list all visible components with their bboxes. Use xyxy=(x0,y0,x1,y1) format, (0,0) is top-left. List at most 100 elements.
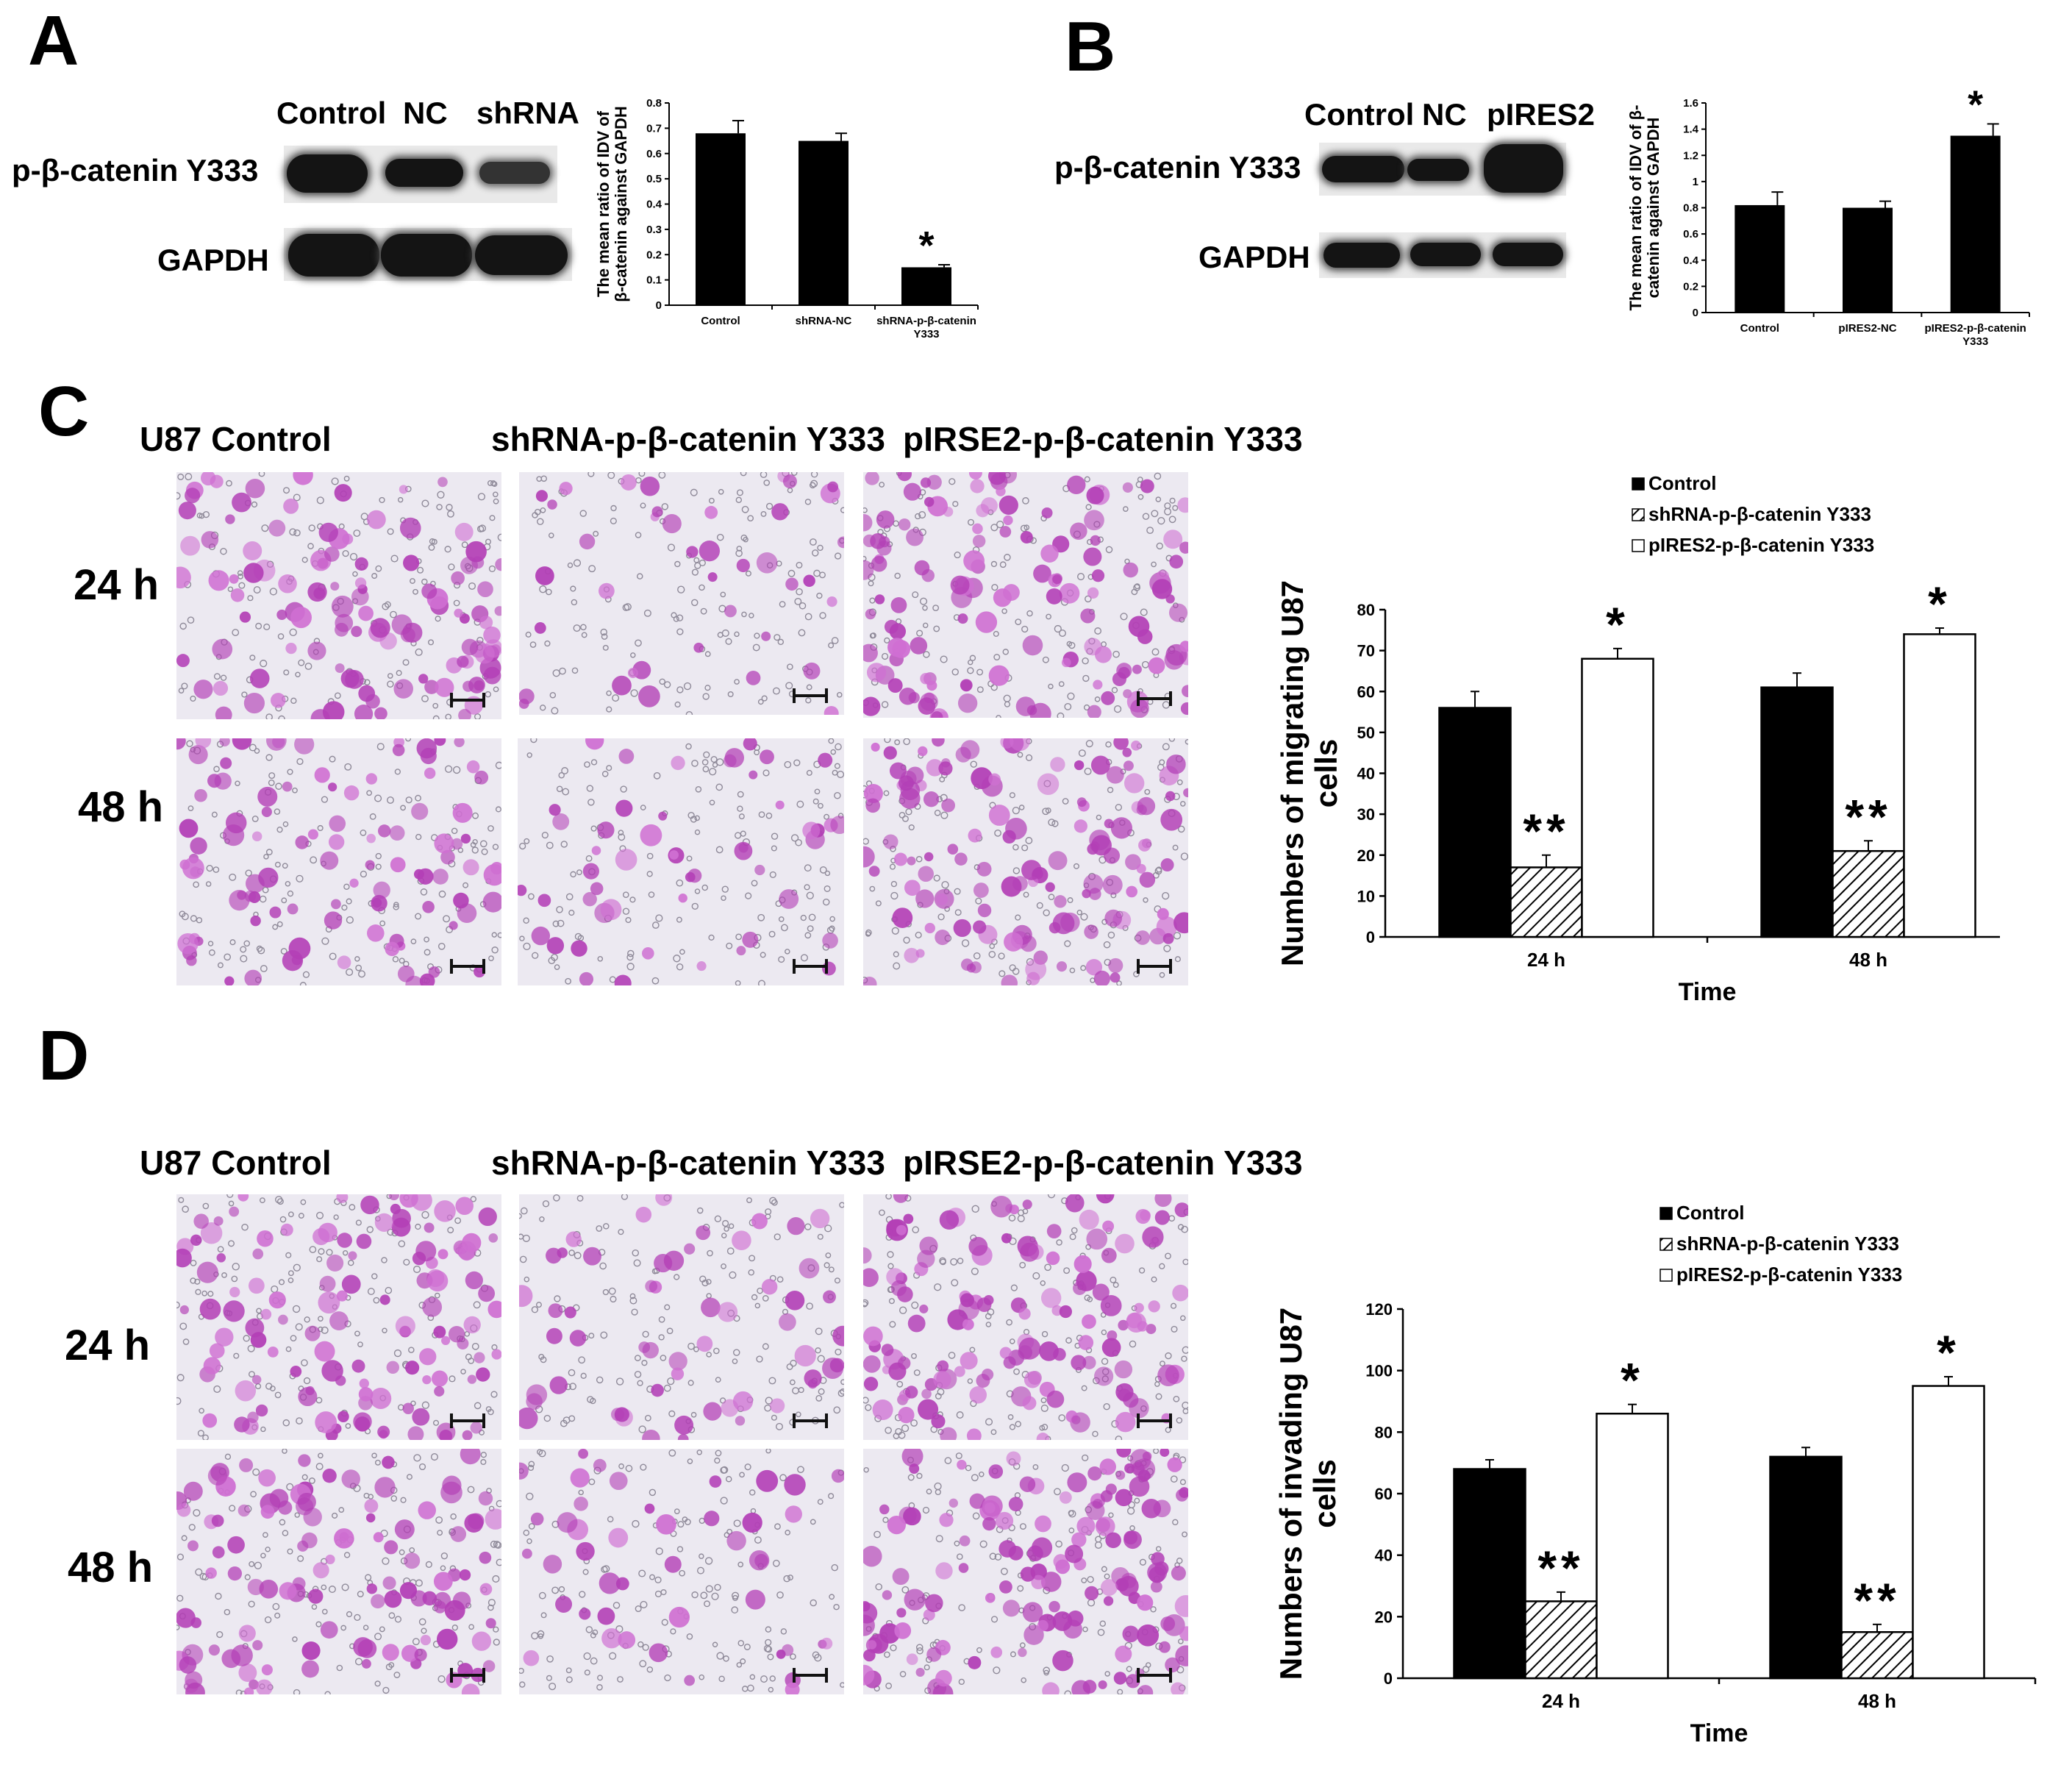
membrane-pore xyxy=(819,866,827,874)
membrane-pore xyxy=(213,766,220,772)
stained-cell xyxy=(904,1588,926,1611)
membrane-pore xyxy=(1021,844,1029,852)
stained-cell xyxy=(618,749,635,764)
stained-cell xyxy=(1142,1226,1164,1248)
membrane-pore xyxy=(618,833,626,841)
membrane-pore xyxy=(205,881,212,887)
membrane-pore xyxy=(307,543,314,549)
stained-cell xyxy=(318,1222,337,1243)
stained-cell xyxy=(1004,932,1024,952)
stained-cell xyxy=(257,1230,274,1247)
membrane-pore xyxy=(343,883,350,891)
membrane-pore xyxy=(571,599,578,606)
y-axis-title-line: catenin against GAPDH xyxy=(1644,118,1662,299)
stained-cell xyxy=(232,738,252,750)
membrane-pore xyxy=(1105,546,1113,554)
membrane-pore xyxy=(831,1563,838,1572)
membrane-pore xyxy=(231,1275,238,1283)
membrane-pore xyxy=(1165,1352,1172,1360)
membrane-pore xyxy=(468,582,476,590)
membrane-pore xyxy=(178,688,185,693)
membrane-pore xyxy=(993,654,1001,661)
membrane-pore xyxy=(754,632,760,639)
stained-cell xyxy=(1115,1233,1135,1254)
membrane-pore xyxy=(185,473,193,481)
membrane-pore xyxy=(592,1629,599,1636)
stained-cell xyxy=(1040,1572,1062,1592)
stained-cell xyxy=(261,1664,273,1676)
panel-letter-a: A xyxy=(28,1,79,80)
stained-cell xyxy=(769,1398,785,1413)
membrane-pore xyxy=(887,1251,894,1258)
membrane-pore xyxy=(915,513,921,520)
membrane-pore xyxy=(538,1450,546,1458)
stained-cell xyxy=(1031,1575,1046,1590)
stained-cell xyxy=(1121,1572,1137,1588)
stained-cell xyxy=(717,1302,738,1322)
membrane-pore xyxy=(950,1258,958,1266)
membrane-pore xyxy=(773,1559,780,1567)
membrane-pore xyxy=(632,1249,640,1257)
stained-cell xyxy=(1124,1463,1135,1474)
stained-cell xyxy=(926,759,944,777)
membrane-pore xyxy=(260,965,268,972)
membrane-pore xyxy=(789,1379,796,1386)
stained-cell xyxy=(918,746,928,757)
membrane-pore xyxy=(318,1452,324,1459)
stained-cell xyxy=(521,1548,532,1559)
membrane-pore xyxy=(741,505,749,513)
membrane-pore xyxy=(282,821,289,827)
membrane-pore xyxy=(635,1605,642,1613)
membrane-pore xyxy=(406,1474,412,1480)
membrane-pore xyxy=(881,701,889,708)
membrane-pore xyxy=(492,491,499,498)
stained-cell xyxy=(576,1541,595,1561)
stained-cell xyxy=(564,1306,576,1319)
stained-cell xyxy=(658,811,668,821)
membrane-pore xyxy=(885,1427,892,1434)
membrane-pore xyxy=(907,1474,915,1481)
stained-cell xyxy=(1001,876,1022,897)
stained-cell xyxy=(1114,1360,1133,1379)
stained-cell xyxy=(301,1641,321,1661)
membrane-pore xyxy=(213,673,221,680)
bar xyxy=(1832,849,1905,938)
stained-cell xyxy=(892,1568,910,1586)
membrane-pore xyxy=(528,1461,535,1468)
stained-cell xyxy=(1020,1566,1036,1582)
stained-cell xyxy=(1065,1544,1084,1563)
membrane-pore xyxy=(987,1308,995,1316)
stained-cell xyxy=(405,975,424,985)
membrane-pore xyxy=(1055,1540,1062,1548)
stained-cell xyxy=(745,1589,765,1610)
membrane-pore xyxy=(331,477,339,485)
y-axis-title-line: The mean ratio of IDV of xyxy=(594,110,612,297)
membrane-pore xyxy=(935,1535,943,1543)
stained-cell xyxy=(329,1311,349,1330)
membrane-pore xyxy=(629,1297,637,1305)
stained-cell xyxy=(593,1458,607,1472)
stained-cell xyxy=(374,1213,394,1233)
stained-cell xyxy=(995,1511,1014,1530)
stained-cell xyxy=(960,680,972,692)
stained-cell xyxy=(785,1290,805,1311)
stained-cell xyxy=(434,1200,456,1222)
membrane-pore xyxy=(207,941,214,946)
stained-cell xyxy=(1082,1314,1096,1329)
membrane-pore xyxy=(702,693,710,700)
stained-cell xyxy=(1123,562,1138,578)
membrane-pore xyxy=(956,1553,963,1561)
membrane-pore xyxy=(715,846,724,854)
stained-cell xyxy=(1071,1680,1090,1694)
micrograph xyxy=(176,472,501,719)
blot-b-band xyxy=(1410,243,1481,266)
membrane-pore xyxy=(686,855,693,862)
stained-cell xyxy=(863,643,878,663)
stained-cell xyxy=(474,770,489,785)
membrane-pore xyxy=(618,1229,624,1236)
membrane-pore xyxy=(194,1278,201,1285)
bar xyxy=(1912,1385,1985,1680)
membrane-pore xyxy=(879,1209,885,1216)
stained-cell xyxy=(419,1348,437,1366)
